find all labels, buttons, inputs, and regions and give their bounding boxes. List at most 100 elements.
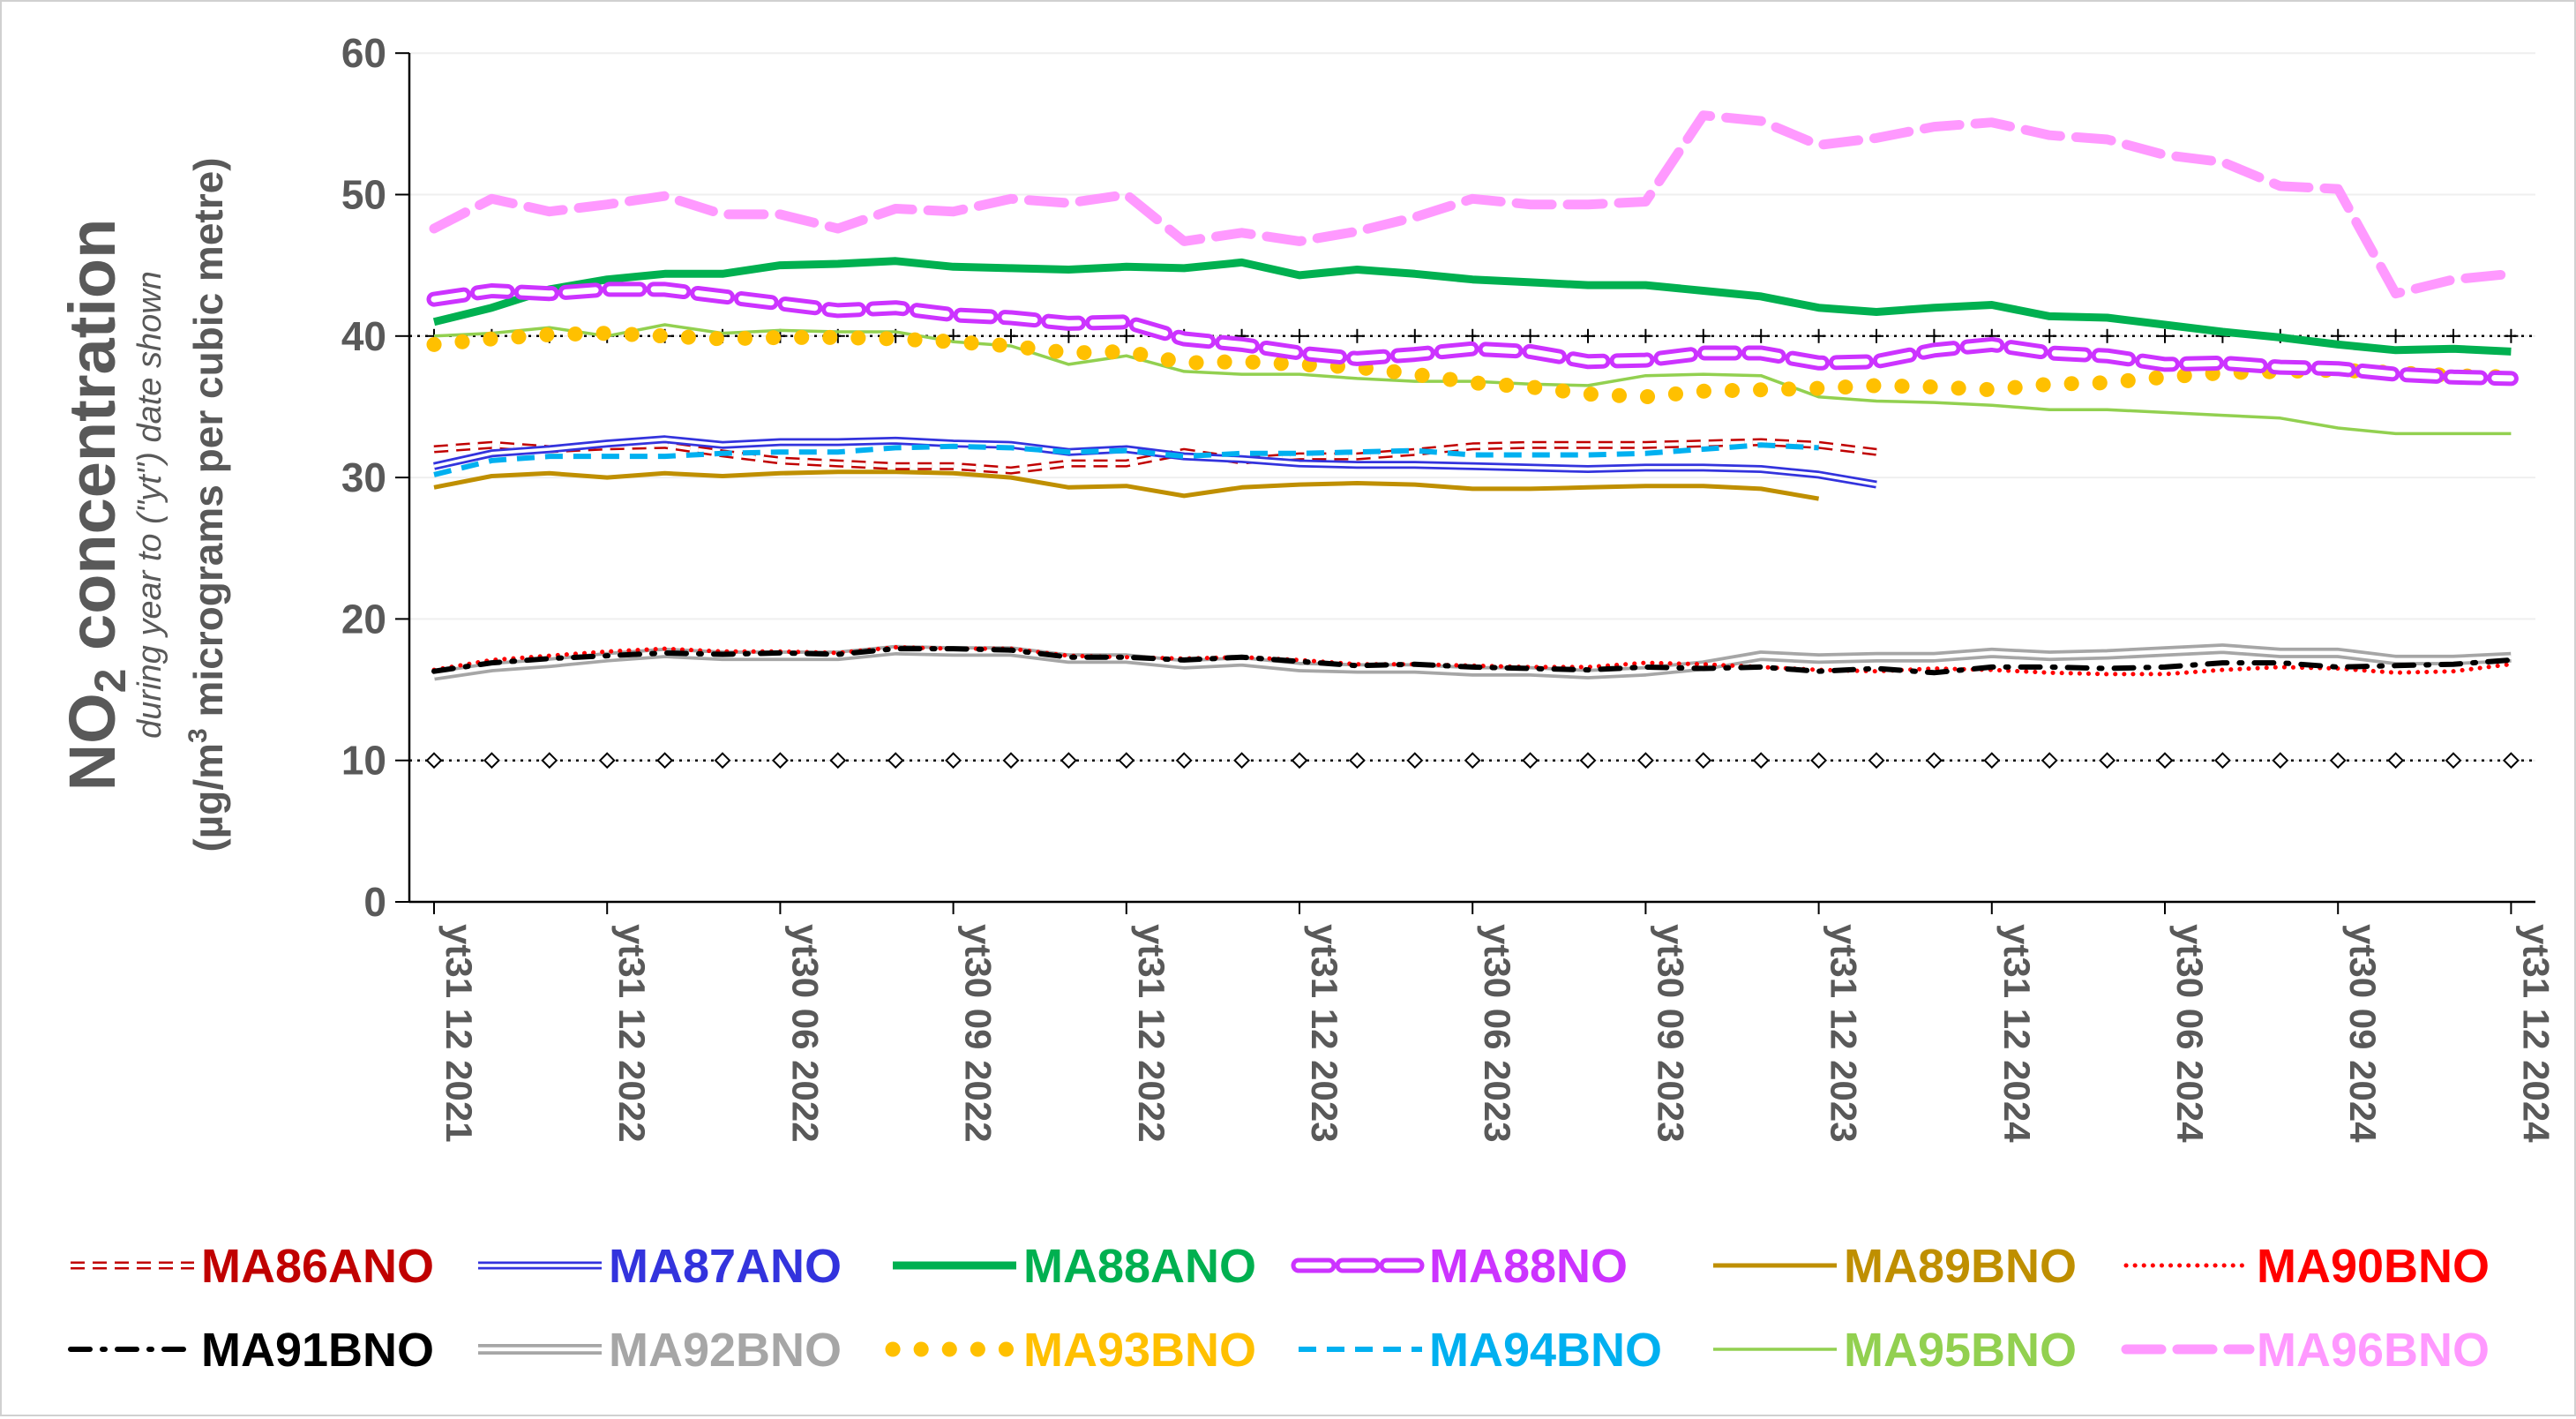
series-lines bbox=[426, 110, 2519, 681]
x-tick-label: yt31 12 2024 bbox=[2515, 924, 2557, 1143]
reference-marker-diamond bbox=[1291, 752, 1308, 770]
legend-label: MA90BNO bbox=[2257, 1240, 2490, 1293]
reference-marker-diamond bbox=[2099, 752, 2116, 770]
reference-marker-diamond bbox=[1464, 752, 1481, 770]
series-line-MA92BNO-inner bbox=[433, 646, 2512, 678]
reference-marker-diamond bbox=[1983, 752, 2001, 770]
series-MA89BNO bbox=[433, 469, 1820, 501]
reference-lines bbox=[409, 328, 2574, 770]
reference-marker-diamond bbox=[714, 752, 731, 770]
legend-item-MA88NO: MA88NO bbox=[1291, 1240, 1628, 1293]
series-line-MA96BNO bbox=[429, 110, 2516, 299]
legend-label: MA96BNO bbox=[2257, 1324, 2490, 1377]
series-MA96BNO bbox=[429, 110, 2516, 299]
y-tick-label: 0 bbox=[363, 879, 386, 925]
legend-item-MA93BNO: MA93BNO bbox=[885, 1324, 1256, 1377]
legend-item-MA95BNO: MA95BNO bbox=[1713, 1324, 2077, 1377]
series-MA92BNO bbox=[433, 643, 2512, 681]
y-axis-subtitle: during year to ("yt") date shown bbox=[131, 271, 168, 739]
reference-marker-diamond bbox=[483, 752, 500, 770]
x-tick-label: yt31 12 2022 bbox=[611, 924, 653, 1143]
y-tick-label: 10 bbox=[341, 738, 386, 784]
reference-marker-diamond bbox=[1868, 752, 1885, 770]
series-line-MA87ANO-inner bbox=[433, 438, 1877, 486]
legend-item-MA91BNO: MA91BNO bbox=[68, 1324, 434, 1377]
reference-marker-diamond bbox=[2387, 752, 2405, 770]
series-MA87ANO bbox=[433, 435, 1877, 489]
legend-item-MA89BNO: MA89BNO bbox=[1713, 1240, 2077, 1293]
x-tick-label: yt30 06 2023 bbox=[1477, 924, 1518, 1143]
legend-item-MA94BNO: MA94BNO bbox=[1299, 1324, 1662, 1377]
reference-marker-diamond bbox=[1175, 752, 1193, 770]
reference-marker-plus bbox=[1523, 328, 1538, 343]
y-tick-label: 40 bbox=[341, 313, 386, 359]
x-tick-label: yt30 06 2022 bbox=[784, 924, 826, 1143]
reference-marker-plus bbox=[1696, 328, 1711, 343]
reference-marker-plus bbox=[1581, 328, 1595, 343]
reference-marker-plus bbox=[2042, 328, 2057, 343]
legend-label: MA88NO bbox=[1429, 1240, 1628, 1293]
reference-marker-diamond bbox=[1233, 752, 1251, 770]
series-line-MA94BNO bbox=[433, 442, 1819, 477]
y-tick-label: 20 bbox=[341, 596, 386, 642]
reference-marker-plus bbox=[2158, 328, 2172, 343]
x-tick-label: yt30 09 2022 bbox=[958, 924, 1000, 1143]
legend-item-MA96BNO: MA96BNO bbox=[2121, 1324, 2490, 1377]
reference-marker-diamond bbox=[2329, 752, 2347, 770]
reference-marker-plus bbox=[1869, 328, 1883, 343]
reference-marker-plus bbox=[1465, 328, 1480, 343]
reference-marker-diamond bbox=[598, 752, 616, 770]
y-tick-label: 60 bbox=[341, 30, 386, 76]
reference-marker-diamond bbox=[771, 752, 789, 770]
reference-marker-plus bbox=[1754, 328, 1769, 343]
series-MA88NO bbox=[426, 282, 2519, 387]
reference-marker-diamond bbox=[1406, 752, 1424, 770]
series-line-MA88NO-inner bbox=[431, 286, 2514, 382]
legend-item-MA92BNO: MA92BNO bbox=[478, 1324, 842, 1377]
reference-marker-plus bbox=[1119, 328, 1134, 343]
reference-marker-diamond bbox=[1118, 752, 1135, 770]
legend-label: MA92BNO bbox=[609, 1324, 842, 1377]
reference-marker-plus bbox=[1638, 328, 1653, 343]
legend-label: MA87ANO bbox=[609, 1240, 842, 1293]
legend-label: MA86ANO bbox=[201, 1240, 434, 1293]
legend-item-MA90BNO: MA90BNO bbox=[2123, 1240, 2490, 1293]
y-tick-label: 30 bbox=[341, 454, 386, 500]
reference-marker-diamond bbox=[2272, 752, 2289, 770]
y-tick-label: 50 bbox=[341, 172, 386, 218]
y-axis-title: NO2 concentration bbox=[56, 219, 135, 792]
reference-marker-plus bbox=[1350, 328, 1365, 343]
legend-label: MA88ANO bbox=[1023, 1240, 1256, 1293]
reference-marker-diamond bbox=[887, 752, 904, 770]
reference-marker-diamond bbox=[1695, 752, 1712, 770]
reference-marker-diamond bbox=[1925, 752, 1943, 770]
reference-marker-diamond bbox=[829, 752, 847, 770]
series-line-MA93BNO bbox=[426, 326, 2519, 405]
x-tick-label: yt31 12 2023 bbox=[1823, 924, 1865, 1143]
reference-marker-plus bbox=[1407, 328, 1422, 343]
series-line-MA91BNO bbox=[431, 646, 2514, 676]
reference-marker-diamond bbox=[2562, 754, 2574, 768]
reference-marker-diamond bbox=[656, 752, 674, 770]
x-tick-label: yt30 06 2024 bbox=[2169, 924, 2211, 1143]
reference-marker-plus bbox=[2446, 328, 2460, 343]
reference-marker-diamond bbox=[1810, 752, 1828, 770]
reference-marker-diamond bbox=[1522, 752, 1539, 770]
reference-marker-diamond bbox=[945, 752, 962, 770]
reference-marker-plus bbox=[2100, 328, 2115, 343]
x-tick-label: yt31 12 2024 bbox=[1996, 924, 2038, 1143]
legend-label: MA91BNO bbox=[201, 1324, 434, 1377]
legend-label: MA89BNO bbox=[1844, 1240, 2077, 1293]
reference-marker-diamond bbox=[541, 752, 558, 770]
series-line-MA89BNO bbox=[433, 469, 1820, 501]
reference-marker-diamond bbox=[1636, 752, 1654, 770]
reference-marker-diamond bbox=[1002, 752, 1020, 770]
x-tick-label: yt31 12 2022 bbox=[1131, 924, 1172, 1143]
series-line-MA88ANO bbox=[432, 257, 2512, 356]
reference-marker-diamond bbox=[1579, 752, 1597, 770]
reference-marker-diamond bbox=[2445, 752, 2462, 770]
x-tick-label: yt30 09 2024 bbox=[2342, 924, 2384, 1143]
reference-marker-diamond bbox=[2041, 752, 2058, 770]
series-MA94BNO bbox=[433, 442, 1819, 477]
